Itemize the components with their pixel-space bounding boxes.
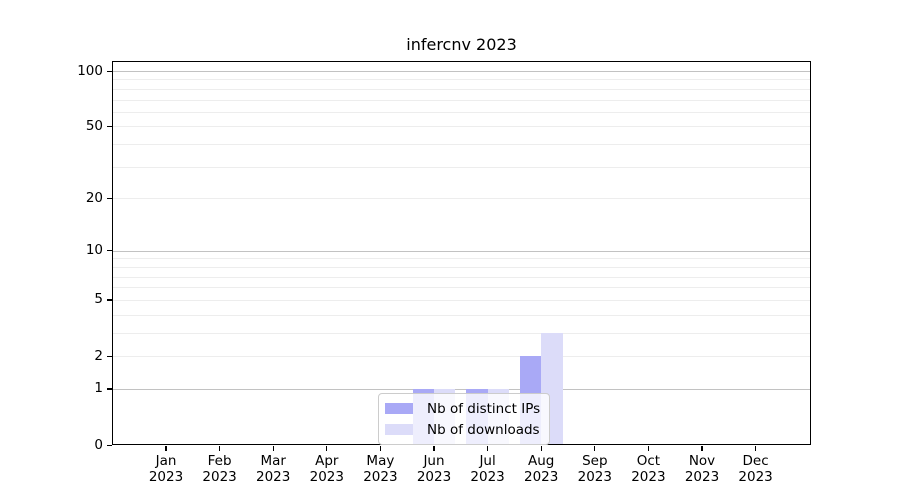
y-tick: [107, 197, 112, 200]
x-tick: [487, 445, 489, 451]
x-tick: [540, 445, 542, 451]
x-tick-label: Sep 2023: [577, 453, 612, 485]
minor-gridline: [113, 299, 810, 301]
x-tick-label: Mar 2023: [256, 453, 291, 485]
x-tick-label: Jun 2023: [416, 453, 452, 485]
legend-label-distinct-ips: Nb of distinct IPs: [427, 400, 541, 417]
minor-gridline: [113, 79, 810, 81]
minor-gridline: [113, 266, 810, 268]
major-gridline: [113, 388, 810, 390]
minor-gridline: [113, 258, 810, 260]
minor-gridline: [113, 88, 810, 90]
minor-gridline: [113, 111, 810, 113]
x-tick: [701, 445, 703, 451]
y-tick: [107, 355, 112, 357]
y-tick: [107, 70, 112, 72]
x-tick: [165, 445, 167, 451]
x-tick-label: Feb 2023: [202, 453, 237, 485]
minor-gridline: [113, 314, 810, 316]
y-tick-label: 10: [85, 242, 103, 259]
x-tick-label: Oct 2023: [631, 453, 666, 485]
minor-gridline: [113, 356, 810, 357]
x-tick-label: Nov 2023: [684, 453, 720, 485]
legend-item-distinct-ips: Nb of distinct IPs: [385, 398, 540, 419]
y-tick-label: 1: [94, 380, 103, 397]
minor-gridline: [113, 126, 810, 128]
x-tick: [218, 445, 221, 451]
y-tick-label: 100: [77, 62, 103, 79]
x-tick: [433, 445, 435, 451]
minor-gridline: [113, 144, 810, 146]
x-tick: [594, 445, 596, 451]
y-tick-label: 5: [94, 291, 103, 308]
legend-label-downloads: Nb of downloads: [427, 421, 540, 438]
minor-gridline: [113, 287, 810, 289]
x-tick: [326, 445, 328, 451]
y-tick: [107, 388, 112, 390]
y-tick: [107, 444, 112, 446]
y-tick: [107, 125, 112, 128]
minor-gridline: [113, 198, 810, 200]
chart-title: infercnv 2023: [406, 35, 517, 54]
x-tick-label: Jul 2023: [470, 453, 505, 485]
minor-gridline: [113, 332, 810, 334]
axes-frame: [112, 61, 811, 445]
y-tick-label: 20: [85, 189, 103, 206]
minor-gridline: [113, 99, 810, 101]
y-tick-label: 2: [94, 347, 103, 364]
minor-gridline: [113, 166, 810, 168]
x-tick: [755, 445, 757, 451]
downloads-swatch-icon: [385, 424, 413, 435]
x-tick-label: Dec 2023: [738, 453, 773, 485]
y-tick: [107, 299, 112, 301]
x-tick-label: Jan 2023: [148, 453, 184, 485]
y-tick: [107, 250, 112, 252]
distinct-ips-swatch-icon: [385, 403, 413, 414]
y-tick-label: 50: [85, 117, 103, 134]
minor-gridline: [113, 276, 810, 278]
legend: Nb of distinct IPs Nb of downloads: [378, 393, 551, 445]
major-gridline: [113, 71, 810, 72]
x-tick: [379, 445, 382, 451]
x-tick: [647, 445, 650, 451]
legend-item-downloads: Nb of downloads: [385, 419, 540, 440]
y-tick-label: 0: [94, 436, 103, 453]
x-tick: [272, 445, 274, 451]
x-tick-label: Apr 2023: [309, 453, 344, 485]
x-tick-label: May 2023: [363, 453, 398, 485]
x-tick-label: Aug 2023: [524, 453, 559, 485]
major-gridline: [113, 250, 810, 252]
